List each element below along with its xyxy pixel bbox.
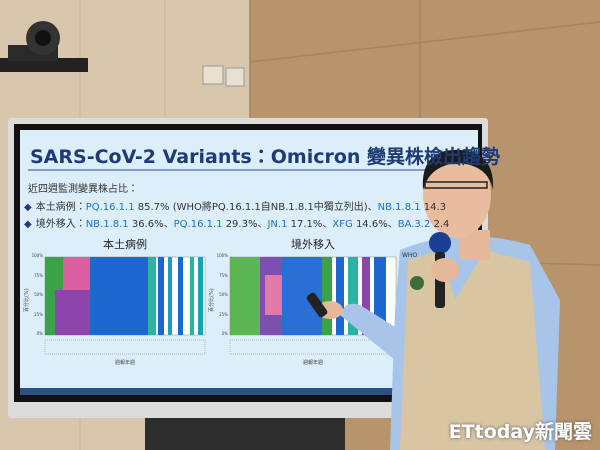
decor — [431, 258, 459, 282]
bullet-line: ◆ 境外移入：NB.1.8.1 36.6%、PQ.16.1.1 29.3%、JN.… — [24, 215, 449, 230]
y-tick-label: 25% — [34, 311, 43, 317]
variant-name: NB.1.8.1 — [377, 202, 421, 213]
decor — [230, 257, 260, 335]
decor — [198, 257, 203, 335]
decor — [190, 257, 194, 335]
decor — [306, 292, 328, 318]
variant-name: PQ.16.1.1 — [85, 202, 135, 213]
decor — [249, 21, 600, 63]
line-text: 17.1%、 — [287, 219, 333, 230]
slide-title: SARS-CoV-2 Variants：Omicron 變異株檢出趨勢 — [30, 146, 501, 168]
line-text: 29.3%、 — [222, 219, 268, 230]
decor — [429, 232, 451, 254]
decor — [168, 257, 172, 335]
bullet: ◆ — [24, 219, 32, 230]
variant-name: NB.1.8.1 — [85, 219, 129, 230]
y-tick-label: 100% — [216, 253, 228, 258]
line-text: 2.4 — [430, 219, 450, 230]
watermark: ETtoday新聞雲 — [448, 421, 592, 443]
decor — [225, 67, 245, 87]
y-tick-label: 75% — [219, 272, 228, 278]
x-axis-label: 週報年週 — [302, 360, 324, 366]
decor — [422, 149, 494, 190]
y-tick-label: 75% — [34, 272, 43, 278]
decor — [424, 181, 488, 189]
y-tick-label: 25% — [219, 311, 228, 317]
line-text: 14.3 — [420, 202, 447, 213]
decor — [148, 257, 156, 335]
decor — [362, 257, 370, 335]
decor — [44, 339, 206, 355]
decor — [178, 257, 183, 335]
decor — [336, 257, 344, 335]
y-tick-label: 0% — [36, 331, 43, 336]
decor — [158, 257, 164, 335]
x-axis-label: 週報年週 — [114, 360, 136, 366]
decor — [322, 257, 332, 335]
line-text: 14.6%、 — [352, 219, 398, 230]
decor — [145, 418, 345, 450]
decor — [90, 257, 148, 335]
panel-title: 境外移入 — [291, 238, 335, 251]
decor — [20, 388, 478, 395]
slide-subtitle: 近四週監測變異株占比： — [28, 184, 138, 195]
decor — [348, 257, 358, 335]
y-axis-label: 百分比(%) — [209, 288, 215, 312]
bullet-line: ◆ 本土病例：PQ.16.1.1 85.7% (WHO將PQ.16.1.1自NB.… — [24, 198, 446, 213]
decor — [374, 257, 386, 335]
y-tick-label: 50% — [34, 292, 43, 297]
line-label: 本土病例： — [35, 202, 86, 213]
y-tick-label: 50% — [219, 292, 228, 297]
decor — [423, 152, 491, 238]
decor — [202, 65, 224, 85]
decor — [55, 290, 90, 335]
decor — [410, 276, 424, 290]
line-text: 36.6%、 — [128, 219, 174, 230]
panel-title: 本土病例 — [103, 238, 147, 251]
decor — [0, 58, 88, 72]
bullet: ◆ — [24, 202, 32, 213]
decor — [63, 257, 90, 290]
line-label: 境外移入： — [35, 219, 86, 230]
line-text: 85.7% (WHO將PQ.16.1.1自NB.1.8.1中獨立列出)、 — [134, 202, 378, 213]
legend-fragment: WHO — [402, 252, 418, 259]
variant-name: PQ.16.1.1 — [173, 219, 223, 230]
variant-name: XFG — [332, 219, 353, 230]
y-tick-label: 0% — [221, 331, 228, 336]
y-tick-label: 100% — [31, 253, 43, 258]
y-axis-label: 百分比(%) — [24, 288, 30, 312]
variant-name: BA.3.2 — [397, 219, 431, 230]
decor — [340, 303, 400, 360]
variant-name: JN.1 — [267, 219, 288, 230]
decor — [35, 30, 51, 46]
